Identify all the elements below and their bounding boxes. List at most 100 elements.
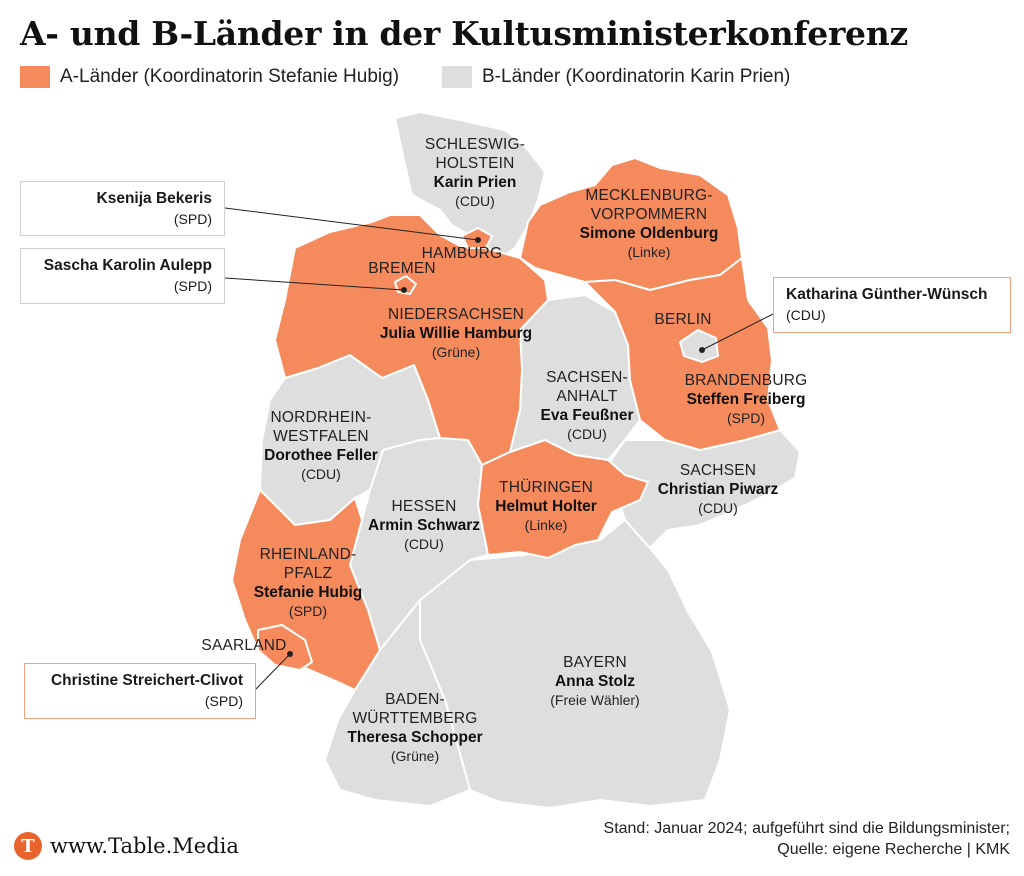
state-name: HESSEN bbox=[391, 498, 457, 515]
party: (Grüne) bbox=[431, 344, 481, 360]
callout-saarland: Christine Streichert-Clivot (SPD) bbox=[24, 663, 256, 719]
state-name: HOLSTEIN bbox=[435, 155, 515, 172]
label-bayern: BAYERN Anna Stolz (Freie Wähler) bbox=[550, 653, 639, 710]
state-name: PFALZ bbox=[283, 565, 333, 582]
leader-saarland bbox=[254, 653, 291, 691]
source-line-1: Stand: Januar 2024; aufgeführt sind die … bbox=[603, 820, 1010, 837]
chart-title: A- und B-Länder in der Kultusministerkon… bbox=[20, 14, 908, 53]
dot-saarland bbox=[287, 651, 293, 657]
state-name: WESTFALEN bbox=[273, 428, 369, 445]
party: (CDU) bbox=[698, 500, 738, 516]
minister-name: Christine Streichert-Clivot bbox=[50, 672, 243, 689]
minister-name: Christian Piwarz bbox=[657, 481, 779, 498]
state-name: BRANDENBURG bbox=[684, 372, 808, 389]
party: (CDU) bbox=[455, 193, 495, 209]
state-thueringen bbox=[477, 439, 649, 559]
party: (Linke) bbox=[524, 517, 568, 533]
state-name: SCHLESWIG- bbox=[424, 136, 526, 153]
callout-hamburg: Ksenija Bekeris (SPD) bbox=[20, 181, 225, 236]
label-niedersachsen: NIEDERSACHSEN Julia Willie Hamburg (Grün… bbox=[380, 305, 532, 362]
brand-url: www.Table.Media bbox=[50, 834, 239, 858]
label-hamburg: HAMBURG bbox=[422, 244, 503, 263]
label-nordrhein-westfalen: NORDRHEIN- WESTFALEN Dorothee Feller (CD… bbox=[264, 408, 378, 484]
leader-hamburg bbox=[224, 207, 479, 241]
legend-b-laender: B-Länder (Koordinatorin Karin Prien) bbox=[442, 66, 790, 88]
minister-name: Theresa Schopper bbox=[347, 729, 483, 746]
state-name: HAMBURG bbox=[421, 245, 503, 262]
state-baden-wuerttemberg bbox=[324, 599, 471, 807]
party: (Grüne) bbox=[390, 748, 440, 764]
party: (Freie Wähler) bbox=[550, 692, 640, 708]
state-name: VORPOMMERN bbox=[590, 206, 708, 223]
callout-berlin: Katharina Günther-Wünsch (CDU) bbox=[773, 277, 1011, 333]
label-baden-wuerttemberg: BADEN- WÜRTTEMBERG Theresa Schopper (Grü… bbox=[347, 690, 482, 766]
party: (SPD) bbox=[726, 410, 766, 426]
legend-b-label: B-Länder (Koordinatorin Karin Prien) bbox=[482, 66, 791, 87]
state-saarland bbox=[257, 624, 313, 671]
state-name: SAARLAND bbox=[201, 637, 287, 654]
minister-name: Sascha Karolin Aulepp bbox=[43, 257, 212, 274]
party: (CDU) bbox=[301, 466, 341, 482]
state-name: NIEDERSACHSEN bbox=[387, 306, 525, 323]
label-rheinland-pfalz: RHEINLAND- PFALZ Stefanie Hubig (SPD) bbox=[254, 545, 363, 621]
leader-bremen bbox=[224, 277, 405, 291]
state-niedersachsen bbox=[274, 214, 549, 466]
label-saarland: SAARLAND bbox=[201, 636, 286, 655]
legend-a-label: A-Länder (Koordinatorin Stefanie Hubig) bbox=[60, 66, 400, 87]
party: (SPD) bbox=[204, 693, 243, 709]
state-name: MECKLENBURG- bbox=[585, 187, 713, 204]
state-name: BAYERN bbox=[563, 654, 627, 671]
state-name: ANHALT bbox=[556, 388, 618, 405]
party: (CDU) bbox=[786, 307, 826, 323]
label-berlin: BERLIN bbox=[654, 310, 711, 329]
party: (Linke) bbox=[627, 244, 671, 260]
minister-name: Armin Schwarz bbox=[368, 517, 480, 534]
source-note: Stand: Januar 2024; aufgeführt sind die … bbox=[604, 818, 1010, 860]
minister-name: Eva Feußner bbox=[540, 407, 634, 424]
party: (CDU) bbox=[567, 426, 607, 442]
party: (SPD) bbox=[173, 211, 212, 227]
state-schleswig-holstein bbox=[394, 111, 546, 259]
minister-name: Julia Willie Hamburg bbox=[379, 325, 533, 342]
table-media-brand: T www.Table.Media bbox=[14, 832, 239, 860]
label-hessen: HESSEN Armin Schwarz (CDU) bbox=[368, 497, 480, 554]
dot-bremen bbox=[401, 287, 407, 293]
minister-name: Dorothee Feller bbox=[264, 447, 378, 464]
minister-name: Karin Prien bbox=[433, 174, 517, 191]
label-sachsen-anhalt: SACHSEN- ANHALT Eva Feußner (CDU) bbox=[540, 368, 633, 444]
source-line-2: Quelle: eigene Recherche | KMK bbox=[777, 841, 1010, 858]
state-bayern bbox=[419, 519, 731, 809]
table-media-logo-icon: T bbox=[14, 832, 42, 860]
minister-name: Anna Stolz bbox=[554, 673, 636, 690]
state-name: NORDRHEIN- bbox=[270, 409, 372, 426]
minister-name: Helmut Holter bbox=[495, 498, 597, 515]
label-schleswig-holstein: SCHLESWIG- HOLSTEIN Karin Prien (CDU) bbox=[425, 135, 525, 211]
legend-a-laender: A-Länder (Koordinatorin Stefanie Hubig) bbox=[20, 66, 399, 88]
state-name: SACHSEN bbox=[679, 462, 757, 479]
label-mecklenburg-vorpommern: MECKLENBURG- VORPOMMERN Simone Oldenburg… bbox=[580, 186, 719, 262]
callout-bremen: Sascha Karolin Aulepp (SPD) bbox=[20, 248, 225, 304]
minister-name: Ksenija Bekeris bbox=[96, 190, 212, 207]
party: (SPD) bbox=[288, 603, 328, 619]
dot-berlin bbox=[699, 347, 705, 353]
party: (SPD) bbox=[173, 278, 212, 294]
state-name: BREMEN bbox=[368, 260, 436, 277]
state-mecklenburg-vorpommern bbox=[519, 157, 743, 291]
leader-berlin bbox=[701, 313, 774, 351]
state-name: WÜRTTEMBERG bbox=[352, 710, 478, 727]
state-berlin bbox=[678, 328, 720, 364]
legend-a-swatch bbox=[20, 66, 50, 88]
state-name: RHEINLAND- bbox=[259, 546, 357, 563]
state-name: SACHSEN- bbox=[546, 369, 628, 386]
legend-b-swatch bbox=[442, 66, 472, 88]
minister-name: Steffen Freiberg bbox=[686, 391, 806, 408]
state-name: BADEN- bbox=[385, 691, 445, 708]
label-thueringen: THÜRINGEN Helmut Holter (Linke) bbox=[495, 478, 597, 535]
label-brandenburg: BRANDENBURG Steffen Freiberg (SPD) bbox=[685, 371, 808, 428]
label-bremen: BREMEN bbox=[368, 259, 436, 278]
state-name: BERLIN bbox=[654, 311, 712, 328]
label-sachsen: SACHSEN Christian Piwarz (CDU) bbox=[658, 461, 779, 518]
minister-name: Stefanie Hubig bbox=[253, 584, 363, 601]
state-name: THÜRINGEN bbox=[499, 479, 593, 496]
